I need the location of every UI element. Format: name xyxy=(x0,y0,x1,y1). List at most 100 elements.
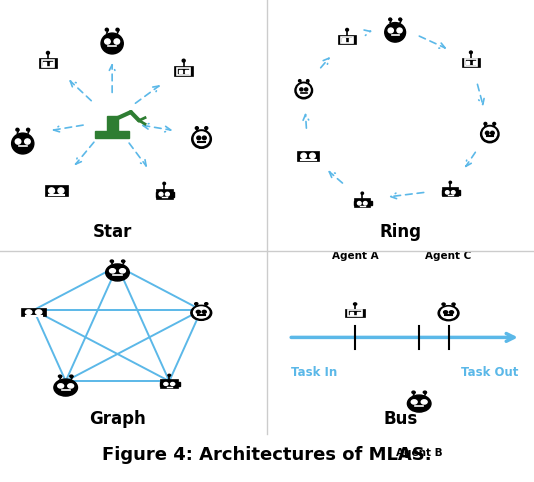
Circle shape xyxy=(27,128,29,131)
Bar xyxy=(466,61,469,65)
Circle shape xyxy=(116,28,119,31)
Circle shape xyxy=(109,268,115,273)
Circle shape xyxy=(164,383,168,386)
Circle shape xyxy=(389,18,391,21)
Circle shape xyxy=(297,84,310,96)
Circle shape xyxy=(445,191,449,194)
Circle shape xyxy=(423,391,427,393)
Bar xyxy=(160,379,178,388)
Bar xyxy=(339,35,356,44)
Circle shape xyxy=(197,136,201,140)
Circle shape xyxy=(300,88,303,91)
Circle shape xyxy=(438,306,459,321)
Circle shape xyxy=(194,132,209,146)
Bar xyxy=(106,116,117,131)
Circle shape xyxy=(46,52,50,54)
Text: Ring: Ring xyxy=(380,223,421,241)
Circle shape xyxy=(171,383,175,386)
Text: Agent A: Agent A xyxy=(332,252,379,261)
Circle shape xyxy=(191,305,211,321)
Circle shape xyxy=(159,192,163,196)
Bar xyxy=(357,311,360,315)
Circle shape xyxy=(58,188,64,193)
Text: Bus: Bus xyxy=(383,410,418,428)
Bar xyxy=(458,190,460,195)
Circle shape xyxy=(484,122,487,125)
Bar xyxy=(473,61,476,65)
Bar xyxy=(462,58,480,67)
Text: Agent C: Agent C xyxy=(426,252,472,261)
Circle shape xyxy=(388,28,394,33)
Bar xyxy=(50,62,53,66)
Circle shape xyxy=(491,131,494,134)
Bar xyxy=(43,62,46,66)
Circle shape xyxy=(485,131,489,134)
Bar xyxy=(348,310,362,316)
Bar xyxy=(42,60,54,67)
Bar xyxy=(21,308,46,316)
Circle shape xyxy=(295,82,312,99)
Text: Agent B: Agent B xyxy=(396,448,443,458)
Circle shape xyxy=(192,130,211,148)
Circle shape xyxy=(442,303,445,305)
Bar xyxy=(177,68,190,75)
Bar xyxy=(465,59,477,66)
Circle shape xyxy=(70,375,73,377)
Circle shape xyxy=(120,268,125,273)
Circle shape xyxy=(411,400,417,404)
Bar xyxy=(354,198,370,207)
Circle shape xyxy=(166,192,169,196)
Circle shape xyxy=(26,310,32,314)
Circle shape xyxy=(58,384,64,388)
Circle shape xyxy=(54,379,77,396)
Bar xyxy=(174,66,193,76)
Bar xyxy=(349,39,352,42)
Circle shape xyxy=(15,139,21,144)
Circle shape xyxy=(114,39,120,44)
Circle shape xyxy=(357,201,361,205)
Text: Star: Star xyxy=(92,223,132,241)
Circle shape xyxy=(307,80,309,82)
Circle shape xyxy=(110,260,113,262)
Text: Task Out: Task Out xyxy=(461,366,518,378)
Circle shape xyxy=(481,125,499,143)
Bar xyxy=(345,308,365,317)
Circle shape xyxy=(25,139,30,144)
Bar xyxy=(185,70,189,73)
Circle shape xyxy=(364,201,367,205)
Circle shape xyxy=(397,28,402,33)
Circle shape xyxy=(122,260,125,262)
Circle shape xyxy=(35,310,42,314)
Circle shape xyxy=(193,307,209,318)
Circle shape xyxy=(452,303,455,305)
Text: Figure 4: Architectures of MLAS.: Figure 4: Architectures of MLAS. xyxy=(102,446,432,465)
Bar xyxy=(350,311,354,315)
Circle shape xyxy=(197,310,200,313)
Circle shape xyxy=(16,128,19,131)
Circle shape xyxy=(205,303,208,305)
Text: Graph: Graph xyxy=(89,410,146,428)
Circle shape xyxy=(105,28,108,31)
Circle shape xyxy=(299,80,301,82)
Bar xyxy=(38,58,57,68)
Bar xyxy=(156,188,173,199)
Circle shape xyxy=(412,391,415,393)
Circle shape xyxy=(450,311,453,314)
Bar xyxy=(156,192,158,197)
Circle shape xyxy=(483,127,497,140)
Bar xyxy=(354,201,356,205)
Circle shape xyxy=(449,181,451,184)
Bar xyxy=(178,382,180,386)
Circle shape xyxy=(444,311,447,314)
Circle shape xyxy=(399,18,402,21)
Bar xyxy=(442,187,458,197)
Circle shape xyxy=(421,400,427,404)
Circle shape xyxy=(182,59,185,62)
Bar xyxy=(173,192,175,197)
Circle shape xyxy=(301,153,307,159)
Circle shape xyxy=(168,375,171,376)
Circle shape xyxy=(58,375,61,377)
Circle shape xyxy=(310,153,315,159)
Circle shape xyxy=(195,127,198,130)
Circle shape xyxy=(101,33,123,54)
